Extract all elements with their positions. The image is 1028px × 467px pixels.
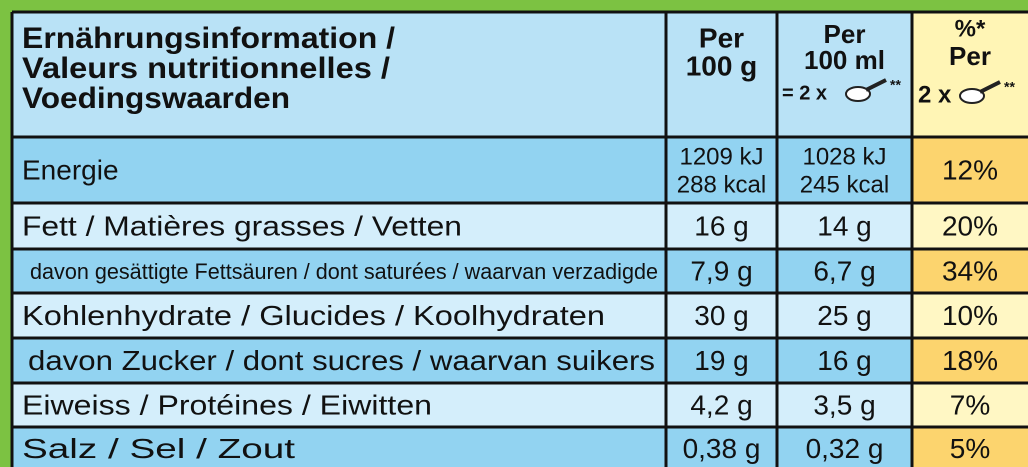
- header-cell: **: [1004, 79, 1015, 95]
- percent-cell: 12%: [942, 154, 998, 185]
- nutrition-table: Ernährungsinformation /Valeurs nutrition…: [0, 0, 1028, 467]
- value-cell: 7,9 g: [690, 255, 752, 286]
- value-cell: 30 g: [694, 300, 749, 331]
- value-cell: 1209 kJ: [679, 143, 763, 170]
- row-label: Energie: [22, 154, 119, 185]
- page: Ernährungsinformation /Valeurs nutrition…: [0, 0, 1028, 467]
- value-cell: 16 g: [817, 345, 872, 376]
- header-title: Ernährungsinformation /: [22, 22, 396, 55]
- value-cell: 14 g: [817, 210, 872, 241]
- percent-cell: 10%: [942, 300, 998, 331]
- value-cell: 4,2 g: [690, 389, 752, 420]
- header-cell: 2 x: [918, 81, 952, 108]
- header-cell: Per: [949, 41, 991, 71]
- header-title: Valeurs nutritionnelles /: [22, 52, 391, 85]
- row-label: davon Zucker / dont sucres / waarvan sui…: [28, 345, 655, 376]
- percent-cell: 18%: [942, 345, 998, 376]
- value-cell: 25 g: [817, 300, 872, 331]
- percent-cell: 20%: [942, 210, 998, 241]
- header-cell: 100 g: [686, 50, 758, 81]
- value-cell: 245 kcal: [800, 171, 889, 198]
- value-cell: 3,5 g: [813, 389, 875, 420]
- value-cell: 6,7 g: [813, 255, 875, 286]
- header-title: Voedingswaarden: [22, 82, 290, 115]
- value-cell: 1028 kJ: [802, 143, 886, 170]
- percent-cell: 7%: [950, 389, 990, 420]
- percent-cell: 5%: [950, 433, 990, 464]
- value-cell: 16 g: [694, 210, 749, 241]
- value-cell: 19 g: [694, 345, 749, 376]
- header-cell: 100 ml: [804, 45, 885, 75]
- row-label: Fett / Matières grasses / Vetten: [22, 210, 462, 241]
- row-label: Salz / Sel / Zout: [22, 433, 295, 464]
- row-label: davon gesättigte Fettsäuren / dont satur…: [30, 259, 658, 284]
- row-label: Eiweiss / Protéines / Eiwitten: [22, 389, 432, 420]
- value-cell: 0,32 g: [806, 433, 884, 464]
- percent-cell: 34%: [942, 255, 998, 286]
- row-label: Kohlenhydrate / Glucides / Koolhydraten: [22, 300, 605, 331]
- value-cell: 0,38 g: [683, 433, 761, 464]
- header-cell: **: [890, 77, 901, 93]
- header-cell: Per: [699, 22, 744, 53]
- header-cell: %*: [955, 15, 986, 42]
- header-cell: = 2 x: [782, 82, 827, 104]
- value-cell: 288 kcal: [677, 171, 766, 198]
